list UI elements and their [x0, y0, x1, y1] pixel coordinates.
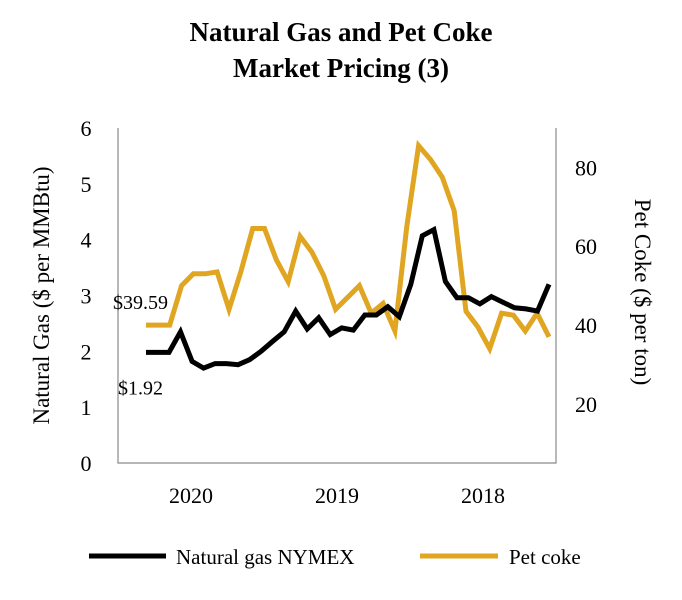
y-right-axis-label: Pet Coke ($ per ton): [630, 199, 655, 386]
y-left-tick-label: 5: [81, 172, 92, 197]
y-right-tick-label: 20: [575, 392, 597, 417]
x-tick-label: 2020: [169, 483, 213, 508]
legend-label-pet-coke: Pet coke: [509, 545, 581, 569]
y-left-tick-label: 2: [81, 339, 92, 364]
natural-gas-series-line: [146, 225, 552, 371]
legend-layer: Natural gas NYMEX Pet coke: [89, 545, 581, 569]
series-layer: [146, 139, 552, 371]
legend-label-natural-gas: Natural gas NYMEX: [176, 545, 354, 569]
chart-title: Natural Gas and Pet Coke Market Pricing …: [0, 14, 682, 86]
y-left-axis-label: Natural Gas ($ per MMBtu): [29, 166, 54, 424]
y-right-tick-label: 80: [575, 155, 597, 180]
y-left-tick-label: 6: [81, 116, 92, 141]
y-right-tick-label: 40: [575, 313, 597, 338]
chart-title-line-1: Natural Gas and Pet Coke: [189, 17, 493, 47]
pet-coke-start-label: $39.59: [113, 292, 168, 314]
plot-frame: [117, 128, 557, 464]
y-left-tick-label: 3: [81, 284, 92, 309]
pet-coke-series-line: [146, 139, 552, 355]
labels-layer: $39.59 $1.92: [113, 292, 168, 399]
y-left-tick-label: 0: [81, 451, 92, 476]
y-right-tick-label: 60: [575, 234, 597, 259]
x-tick-label: 2019: [315, 483, 359, 508]
chart-title-line-2: Market Pricing (3): [233, 53, 449, 83]
axes-layer: 0 1 2 3 4 5 6 20 40 60 80 2020 2019 2018 Natural Gas (…: [29, 116, 655, 508]
natural-gas-start-label: $1.92: [118, 377, 163, 399]
x-tick-label: 2018: [461, 483, 505, 508]
y-left-tick-label: 4: [81, 228, 92, 253]
y-left-tick-label: 1: [81, 395, 92, 420]
